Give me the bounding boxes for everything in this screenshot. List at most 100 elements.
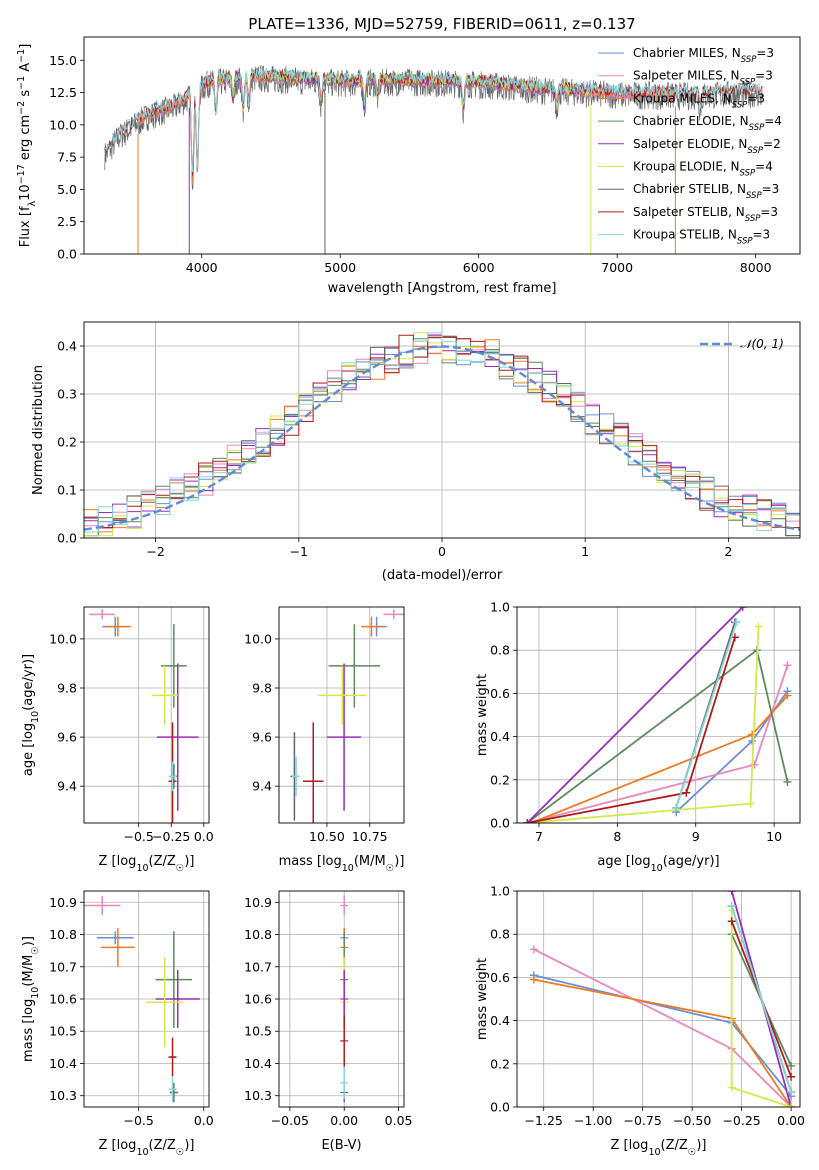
x-tick-label: −0.05 xyxy=(271,1113,309,1128)
label-part: age [log xyxy=(597,854,650,869)
label-part: 10 xyxy=(136,863,148,874)
y-tick-label: 1.0 xyxy=(490,600,510,615)
y-tick-label: 10.4 xyxy=(49,1056,77,1071)
x-tick-label: −1 xyxy=(290,544,308,559)
series-marker xyxy=(783,777,792,786)
x-tick-label: 0.00 xyxy=(777,1113,805,1128)
axes-frame xyxy=(516,890,801,1108)
y-tick-label: 0.0 xyxy=(490,816,510,831)
y-tick-label: 10.8 xyxy=(244,927,272,942)
label-part: A xyxy=(18,63,33,76)
series-marker xyxy=(672,803,681,812)
legend-text: =3 xyxy=(753,228,771,242)
series-marker xyxy=(529,945,538,954)
series-marker xyxy=(783,691,792,700)
plot-area xyxy=(529,891,796,1107)
label-part: (M/M xyxy=(21,955,36,987)
legend-text: =3 xyxy=(760,205,778,219)
legend-sub: SSP xyxy=(740,169,756,179)
series-line xyxy=(533,974,792,1097)
x-tick-label: −0.50 xyxy=(673,1113,711,1128)
label-part: ☉ xyxy=(176,863,185,874)
y-tick-label: 0.0 xyxy=(57,247,77,262)
plot-area xyxy=(340,895,349,1103)
x-tick-label: −1.25 xyxy=(525,1113,563,1128)
y-tick-label: 1.0 xyxy=(490,884,510,899)
label-part: mass weight xyxy=(475,674,490,756)
legend-text: Chabrier STELIB, N xyxy=(633,182,746,196)
label-part: ☉ xyxy=(176,1147,185,1158)
y-tick-label: 10.6 xyxy=(49,992,77,1007)
label-part: mass [log xyxy=(279,854,342,869)
label-part: mass weight xyxy=(475,958,490,1040)
label-part: −17 xyxy=(16,164,27,184)
y-axis-label: mass weight xyxy=(475,674,490,756)
series-marker xyxy=(523,819,532,823)
label-part: )] xyxy=(184,854,194,869)
normal-curve xyxy=(84,345,800,531)
x-tick-label: 8 xyxy=(613,829,621,844)
series-marker xyxy=(746,799,755,808)
x-tick-label: 2 xyxy=(724,544,732,559)
series-marker xyxy=(787,1103,796,1107)
y-tick-label: 10.7 xyxy=(244,959,272,974)
x-tick-label: 0.0 xyxy=(194,1113,214,1128)
series-marker xyxy=(787,1061,796,1070)
legend-sub: SSP xyxy=(746,191,762,201)
legend-sub: SSP xyxy=(741,55,757,65)
legend-sub: SSP xyxy=(737,237,753,247)
x-tick-label: 7000 xyxy=(601,260,633,275)
y-axis-label: age [log10(age/yr)] xyxy=(21,654,41,776)
panel-residuals: −2 −1 0 1 2 0.0 0.1 0.2 0.3 0.4 (data-model)/error… xyxy=(31,321,801,583)
y-tick-label: 10.5 xyxy=(244,1024,272,1039)
label-part: )] xyxy=(21,936,36,946)
label-part: −1 xyxy=(16,76,27,90)
label-part: E(B-V) xyxy=(321,1138,361,1153)
x-tick-label: 0.0 xyxy=(194,829,214,844)
axes-frame xyxy=(278,606,405,824)
legend-text: Salpeter ELODIE, N xyxy=(633,137,747,151)
series-line xyxy=(527,636,736,823)
y-tick-label: 10.3 xyxy=(244,1088,272,1103)
legend-entry: 𝒩(0, 1) xyxy=(740,337,784,351)
plot-area xyxy=(84,895,200,1103)
y-tick-label: 5.0 xyxy=(57,182,77,197)
y-tick-label: 10.8 xyxy=(49,927,77,942)
y-tick-label: 0.4 xyxy=(490,1013,510,1028)
x-tick-label: −0.5 xyxy=(124,1113,154,1128)
legend-sub: SSP xyxy=(747,146,763,156)
y-axis-label: Flux [fλ10−17 erg cm−2 s−1 A−1] xyxy=(16,44,38,248)
y-tick-label: 10.0 xyxy=(49,631,77,646)
x-tick-label: −0.25 xyxy=(152,829,190,844)
legend-text: Chabrier ELODIE, N xyxy=(633,114,749,128)
legend-text: =3 xyxy=(756,46,774,60)
x-tick-label: −0.5 xyxy=(124,829,154,844)
axes-frame xyxy=(278,890,405,1108)
y-tick-label: 2.5 xyxy=(57,214,77,229)
plot-area xyxy=(89,609,199,823)
y-tick-label: 0.2 xyxy=(490,772,510,787)
x-tick-label: 10.50 xyxy=(309,829,345,844)
label-part: (M/M xyxy=(354,854,386,869)
y-tick-label: 0.6 xyxy=(490,970,510,985)
x-tick-label: 7 xyxy=(535,829,543,844)
y-axis-label: mass weight xyxy=(475,958,490,1040)
series-line xyxy=(730,905,792,1093)
legend-text: =4 xyxy=(755,160,773,174)
x-tick-label: 10.75 xyxy=(352,829,388,844)
x-tick-label: −0.75 xyxy=(624,1113,662,1128)
x-axis-label: E(B-V) xyxy=(321,1138,361,1153)
label-part: 10 xyxy=(651,863,663,874)
y-axis-label: mass [log10(M/M☉)] xyxy=(21,936,41,1062)
label-part: 10 xyxy=(18,184,33,201)
legend-text: =2 xyxy=(763,137,781,151)
axes-frame xyxy=(83,321,801,539)
y-tick-label: 0.2 xyxy=(57,435,77,450)
label-part: λ xyxy=(27,200,38,206)
label-part: (age/yr)] xyxy=(21,654,36,711)
x-axis-label: Z [log10(Z/Z☉)] xyxy=(611,1138,707,1158)
x-tick-label: −2 xyxy=(146,544,164,559)
label-part: wavelength [Angstrom, rest frame] xyxy=(328,281,557,296)
